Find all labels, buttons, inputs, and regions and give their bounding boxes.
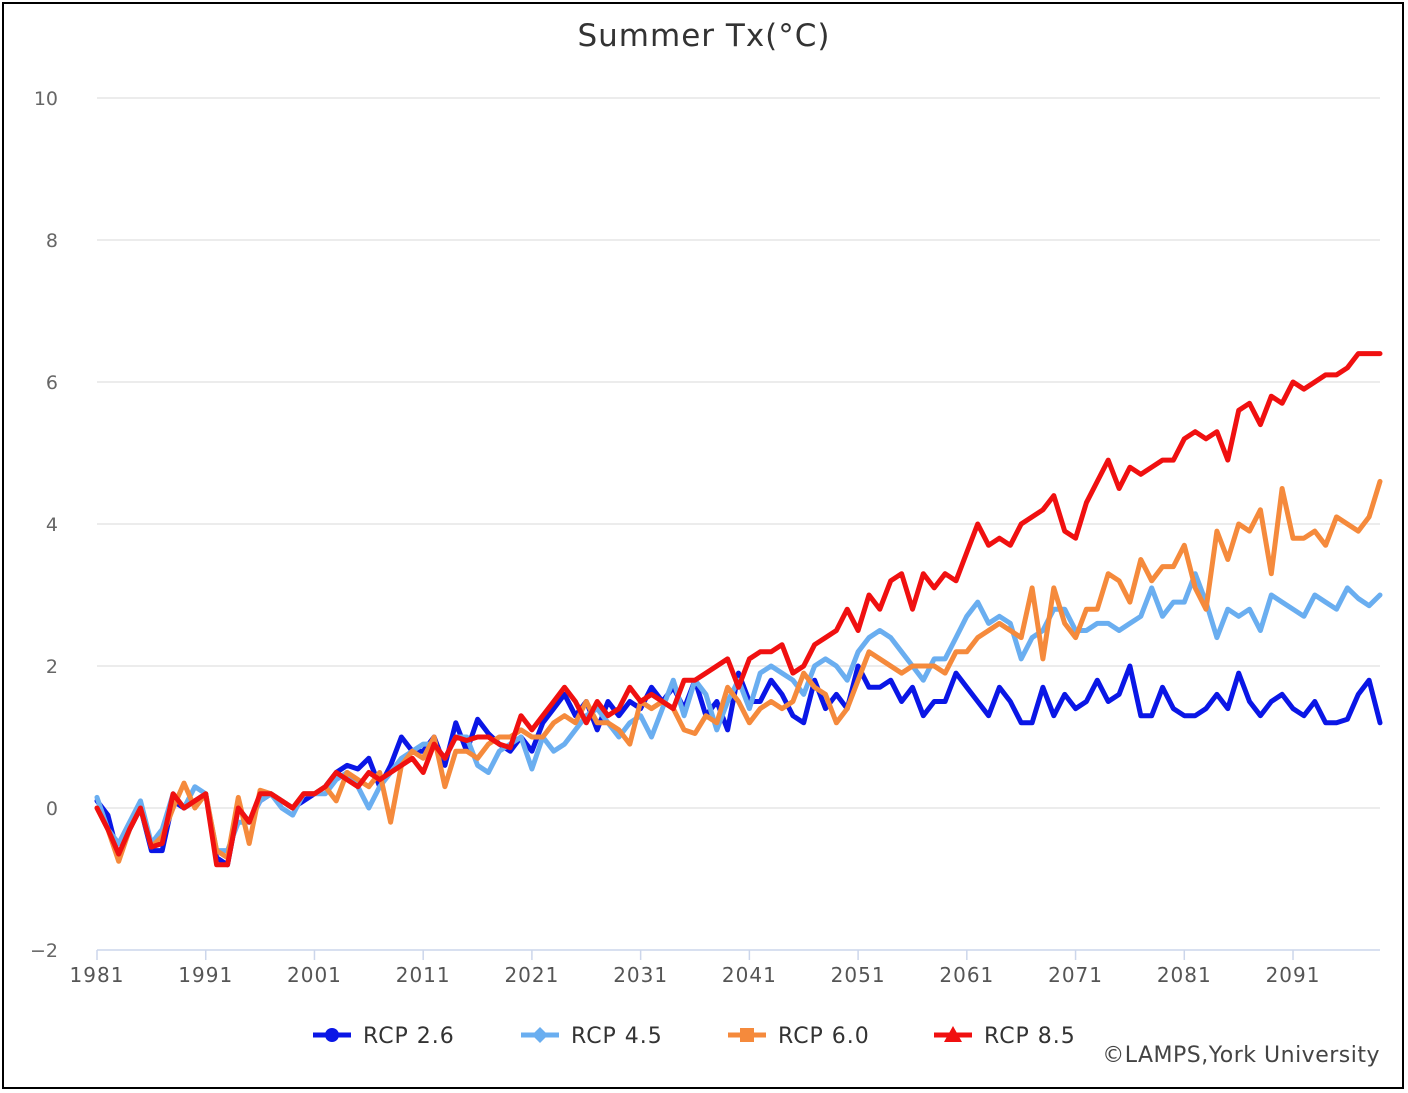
y-tick-label: 6 — [46, 372, 58, 394]
legend-marker-circle — [325, 1028, 339, 1042]
legend[interactable]: RCP 2.6 RCP 4.5 RCP 6.0 RCP 8.5 — [313, 1024, 1076, 1049]
y-axis: −2 0 2 4 6 8 10 — [30, 88, 58, 962]
x-tick-label: 2091 — [1266, 963, 1321, 987]
series-line-rcp-2-6[interactable] — [94, 663, 1383, 868]
legend-marker-square — [740, 1028, 754, 1042]
legend-label: RCP 4.5 — [571, 1024, 663, 1049]
legend-label: RCP 2.6 — [363, 1024, 455, 1049]
grid — [97, 97, 1380, 809]
x-tick-label: 1991 — [178, 963, 233, 987]
y-tick-label: 8 — [46, 230, 58, 252]
y-tick-label: 2 — [46, 656, 58, 678]
y-tick-label: 4 — [46, 514, 58, 536]
legend-item-rcp-6-0[interactable]: RCP 6.0 — [728, 1024, 870, 1049]
x-tick-label: 1981 — [70, 963, 125, 987]
series-line-rcp-4-5[interactable] — [94, 571, 1383, 854]
y-tick-label: −2 — [30, 940, 58, 962]
x-tick-label: 2081 — [1157, 963, 1212, 987]
legend-marker-diamond — [532, 1027, 548, 1043]
x-tick-label: 2021 — [504, 963, 559, 987]
legend-label: RCP 8.5 — [984, 1024, 1076, 1049]
y-tick-label: 0 — [46, 798, 58, 820]
x-tick-label: 2031 — [613, 963, 668, 987]
series-lines — [94, 351, 1383, 868]
legend-marker-triangle — [944, 1026, 962, 1042]
legend-item-rcp-2-6[interactable]: RCP 2.6 — [313, 1024, 455, 1049]
credit-text: ©LAMPS,York University — [1102, 1043, 1380, 1068]
chart-title: Summer Tx(°C) — [577, 18, 830, 54]
legend-item-rcp-4-5[interactable]: RCP 4.5 — [521, 1024, 663, 1049]
legend-item-rcp-8-5[interactable]: RCP 8.5 — [934, 1024, 1076, 1049]
x-tick-label: 2001 — [287, 963, 342, 987]
x-tick-label: 2041 — [722, 963, 777, 987]
x-tick-label: 2011 — [396, 963, 451, 987]
legend-label: RCP 6.0 — [778, 1024, 870, 1049]
series-line-rcp-8-5[interactable] — [94, 351, 1383, 868]
x-tick-label: 2061 — [939, 963, 994, 987]
x-tick-label: 2071 — [1048, 963, 1103, 987]
x-tick-label: 2051 — [831, 963, 886, 987]
y-tick-label: 10 — [34, 88, 58, 110]
x-axis: 1981 1991 2001 2011 2021 2031 2041 2051 2061 2071… — [70, 949, 1380, 987]
